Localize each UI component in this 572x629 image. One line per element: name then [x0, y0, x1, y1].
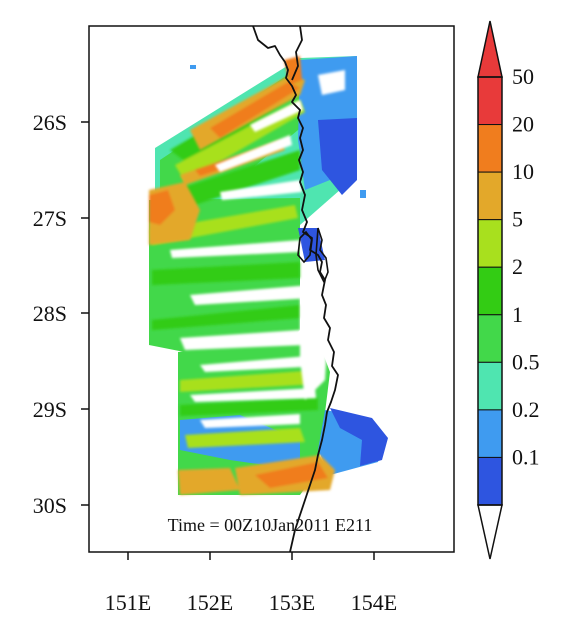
stray-cell [360, 190, 366, 198]
colorbar-label: 2 [512, 254, 523, 279]
coastline [252, 26, 339, 552]
colorbar-segment [477, 266, 503, 316]
y-axis: 26S 27S 28S 29S 30S [33, 110, 89, 518]
coastline-north-east [291, 26, 303, 81]
core-north-peak [210, 82, 300, 138]
y-tick-label: 30S [33, 493, 67, 518]
gap-2 [250, 100, 303, 132]
band-9 [185, 428, 305, 448]
time-annotation: Time = 00Z10Jan2011 E211 [168, 515, 373, 535]
x-tick-label: 152E [187, 590, 233, 615]
colorbar-segment [477, 76, 503, 126]
colorbar-label: 0.1 [512, 444, 540, 469]
core-south-peak [255, 462, 328, 488]
colorbar-border [477, 76, 503, 506]
core-west-peak [149, 190, 175, 225]
colorbar-label: 50 [512, 64, 534, 89]
colorbar-segment [477, 171, 503, 221]
colorbar-low-extend [477, 504, 503, 560]
fringe-se-dark [330, 408, 388, 466]
colorbar-segment [477, 409, 503, 458]
colorbar-segment [477, 314, 503, 363]
gap-8 [200, 355, 322, 372]
stray-cell [190, 65, 196, 69]
colorbar-label: 1 [512, 302, 523, 327]
band-7 [180, 370, 318, 392]
x-tick-label: 153E [269, 590, 315, 615]
colorbar-label: 0.2 [512, 397, 540, 422]
gap-9 [190, 388, 316, 402]
y-tick-label: 26S [33, 110, 67, 135]
island-moreton [315, 227, 329, 284]
colorbar-label: 5 [512, 207, 523, 232]
gap-6 [190, 285, 312, 305]
band-5 [152, 262, 300, 285]
x-tick-label: 154E [351, 590, 397, 615]
island-stradbroke [297, 230, 313, 264]
y-tick-label: 29S [33, 397, 67, 422]
y-tick-label: 27S [33, 206, 67, 231]
gap-1 [215, 135, 292, 172]
gap-5 [170, 240, 300, 258]
band-6 [152, 305, 300, 330]
x-tick-label: 151E [105, 590, 151, 615]
band-3 [160, 150, 300, 215]
gap-east [300, 270, 330, 400]
colorbar-segment [477, 124, 503, 173]
band-8 [180, 398, 318, 416]
gap-10 [200, 414, 300, 428]
colorbar-segment [477, 361, 503, 411]
colorbar-segment [477, 456, 503, 506]
colorbar-label: 10 [512, 159, 534, 184]
no-rain-gaps [170, 70, 345, 428]
core-sw [178, 468, 240, 495]
x-axis: 151E 152E 153E 154E [105, 552, 397, 615]
gap-4 [220, 180, 302, 200]
precipitation-field [149, 56, 388, 495]
colorbar-segment [477, 219, 503, 268]
gap-3 [318, 70, 345, 95]
colorbar: 0.1 0.2 0.5 1 2 5 10 20 50 [477, 20, 540, 560]
colorbar-high-extend [477, 20, 503, 78]
fringe-ne-dark [318, 118, 357, 195]
gap-7 [180, 330, 305, 350]
colorbar-label: 0.5 [512, 349, 540, 374]
colorbar-label: 20 [512, 112, 534, 137]
y-tick-label: 28S [33, 301, 67, 326]
